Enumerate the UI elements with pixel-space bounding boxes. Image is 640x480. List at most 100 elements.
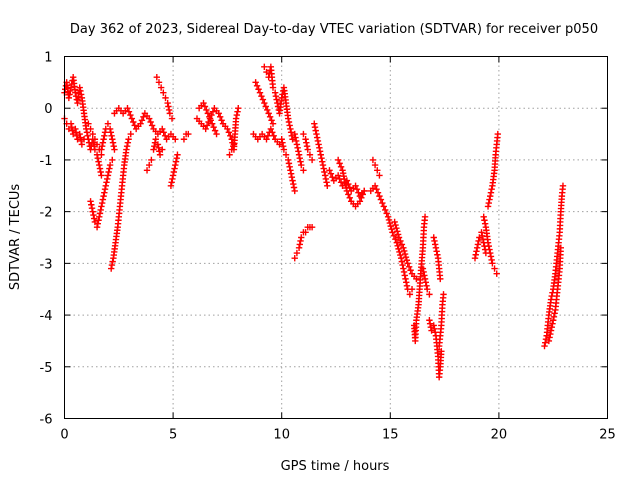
data-point bbox=[170, 168, 178, 176]
data-point bbox=[404, 260, 411, 267]
data-point bbox=[279, 139, 286, 146]
data-point bbox=[291, 254, 298, 262]
data-point bbox=[393, 224, 400, 232]
data-point bbox=[295, 148, 302, 155]
data-point bbox=[234, 108, 241, 115]
data-point bbox=[486, 196, 493, 203]
x-axis-label: GPS time / hours bbox=[281, 459, 390, 474]
data-point bbox=[320, 165, 327, 172]
data-point bbox=[227, 132, 234, 139]
data-point bbox=[300, 130, 307, 138]
data-point bbox=[317, 151, 324, 158]
data-point bbox=[431, 325, 438, 333]
data-point bbox=[153, 73, 161, 81]
data-point bbox=[290, 180, 297, 188]
data-point bbox=[376, 172, 383, 179]
data-point bbox=[295, 244, 303, 252]
data-point bbox=[156, 151, 164, 158]
data-point bbox=[102, 182, 109, 189]
data-point bbox=[272, 92, 280, 100]
data-point bbox=[164, 99, 171, 107]
data-point bbox=[95, 217, 102, 224]
x-tick-label: 20 bbox=[491, 428, 508, 443]
data-point bbox=[407, 267, 414, 274]
data-point bbox=[336, 160, 343, 167]
data-point bbox=[422, 279, 429, 286]
data-point bbox=[154, 141, 162, 148]
data-point bbox=[215, 110, 222, 117]
data-point bbox=[551, 310, 558, 317]
data-point bbox=[397, 254, 405, 262]
data-point bbox=[487, 192, 494, 200]
data-point bbox=[76, 130, 83, 138]
data-point bbox=[171, 165, 178, 172]
data-point bbox=[84, 132, 91, 139]
data-point bbox=[285, 118, 293, 126]
data-point bbox=[303, 142, 311, 150]
data-point bbox=[106, 161, 114, 169]
data-point bbox=[474, 241, 482, 248]
data-point bbox=[491, 265, 498, 272]
data-point bbox=[264, 132, 272, 139]
data-point bbox=[90, 139, 97, 146]
data-point bbox=[473, 248, 480, 255]
x-axis-tick-labels: 0 5 10 15 20 25 bbox=[60, 428, 615, 443]
data-point bbox=[98, 203, 105, 210]
data-point bbox=[392, 236, 399, 243]
data-point bbox=[489, 260, 496, 267]
data-point bbox=[487, 253, 495, 260]
data-point bbox=[169, 172, 177, 179]
data-point bbox=[394, 242, 401, 249]
x-tick-label: 25 bbox=[599, 428, 616, 443]
data-point bbox=[108, 132, 115, 139]
data-point bbox=[287, 125, 294, 133]
data-point bbox=[408, 286, 416, 293]
data-point bbox=[380, 203, 387, 210]
data-point bbox=[161, 132, 169, 139]
data-point bbox=[72, 129, 80, 136]
data-point bbox=[302, 229, 309, 236]
x-tick-label: 5 bbox=[169, 428, 177, 443]
data-point bbox=[303, 139, 310, 146]
grid-lines bbox=[64, 56, 608, 419]
data-point bbox=[201, 103, 209, 110]
data-point bbox=[400, 265, 407, 272]
data-point bbox=[224, 125, 231, 133]
data-point bbox=[202, 125, 209, 133]
data-point bbox=[440, 291, 447, 298]
data-point bbox=[421, 213, 429, 221]
data-point bbox=[371, 182, 379, 189]
data-point bbox=[265, 110, 272, 117]
data-point bbox=[152, 136, 159, 143]
data-point bbox=[67, 120, 75, 127]
data-point bbox=[547, 296, 555, 303]
y-tick-label: -5 bbox=[40, 361, 53, 376]
data-point bbox=[379, 199, 386, 207]
data-point bbox=[287, 129, 295, 136]
data-point bbox=[557, 244, 565, 252]
data-point bbox=[109, 139, 117, 146]
data-point bbox=[289, 177, 296, 184]
data-point bbox=[313, 134, 321, 141]
data-point bbox=[97, 168, 104, 176]
data-point bbox=[432, 244, 440, 252]
data-point bbox=[111, 146, 118, 153]
data-point bbox=[413, 275, 420, 283]
data-point bbox=[401, 250, 409, 258]
data-point bbox=[104, 172, 112, 179]
data-point bbox=[402, 275, 409, 283]
data-point bbox=[90, 211, 97, 219]
data-point bbox=[297, 237, 304, 245]
data-point bbox=[286, 122, 293, 129]
data-point bbox=[278, 136, 285, 143]
data-point bbox=[91, 136, 99, 143]
data-point bbox=[106, 125, 114, 133]
data-point bbox=[426, 320, 434, 327]
data-point bbox=[165, 103, 172, 110]
data-point bbox=[434, 251, 441, 258]
data-point bbox=[159, 125, 166, 133]
data-point bbox=[377, 196, 385, 203]
data-point bbox=[288, 173, 296, 181]
data-point bbox=[403, 282, 411, 289]
data-point bbox=[426, 291, 433, 298]
